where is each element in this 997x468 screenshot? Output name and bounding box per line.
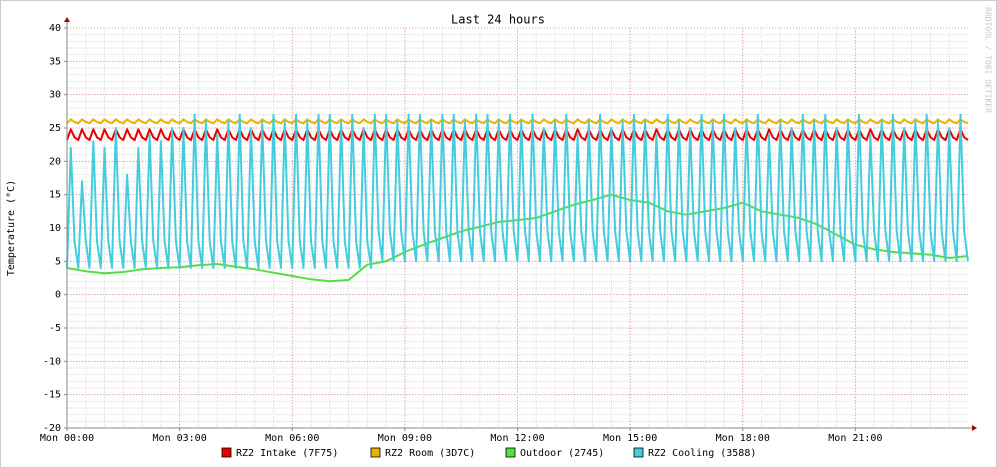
legend-label: RZ2 Room (3D7C) xyxy=(385,448,475,459)
watermark: RRDTOOL / TOBI OETIKER xyxy=(984,7,993,113)
legend-swatch xyxy=(221,447,232,458)
series-line xyxy=(66,128,969,141)
y-tick-label: -10 xyxy=(43,356,61,367)
x-tick-label: Mon 15:00 xyxy=(603,433,657,444)
y-tick-label: 20 xyxy=(49,156,61,167)
axis-arrow xyxy=(64,17,70,22)
legend-label: RZ2 Cooling (3588) xyxy=(648,448,756,459)
axis-arrow xyxy=(972,425,977,431)
y-tick-label: -15 xyxy=(43,390,61,401)
y-tick-label: 15 xyxy=(49,190,61,201)
x-tick-label: Mon 00:00 xyxy=(40,433,94,444)
legend-swatch xyxy=(505,447,516,458)
x-tick-label: Mon 03:00 xyxy=(153,433,207,444)
legend-label: Outdoor (2745) xyxy=(520,448,604,459)
y-tick-label: -5 xyxy=(49,323,61,334)
y-tick-label: 25 xyxy=(49,123,61,134)
axes: -20 -15 -10 -5 0 5 10 15 20 25 30 35 40 Mon 00:00 Mon … xyxy=(40,17,977,444)
legend-swatch xyxy=(633,447,644,458)
series-line xyxy=(66,113,969,269)
y-tick-label: 30 xyxy=(49,90,61,101)
series-line xyxy=(66,118,969,125)
y-axis-label: Temperature (°C) xyxy=(6,180,17,276)
x-tick-label: Mon 21:00 xyxy=(828,433,882,444)
legend-swatch xyxy=(370,447,381,458)
legend: RZ2 Intake (7F75) RZ2 Room (3D7C) Outdoor … xyxy=(221,447,756,459)
chart-title: Last 24 hours xyxy=(451,13,545,27)
x-tick-label: Mon 18:00 xyxy=(716,433,770,444)
y-tick-label: 10 xyxy=(49,223,61,234)
y-tick-label: -20 xyxy=(43,423,61,434)
x-tick-label: Mon 06:00 xyxy=(265,433,319,444)
y-tick-label: 5 xyxy=(55,256,61,267)
legend-label: RZ2 Intake (7F75) xyxy=(236,448,338,459)
x-tick-label: Mon 12:00 xyxy=(490,433,544,444)
x-tick-label: Mon 09:00 xyxy=(378,433,432,444)
y-tick-label: 35 xyxy=(49,56,61,67)
y-tick-label: 0 xyxy=(55,290,61,301)
y-tick-label: 40 xyxy=(49,23,61,34)
plot xyxy=(66,113,969,283)
